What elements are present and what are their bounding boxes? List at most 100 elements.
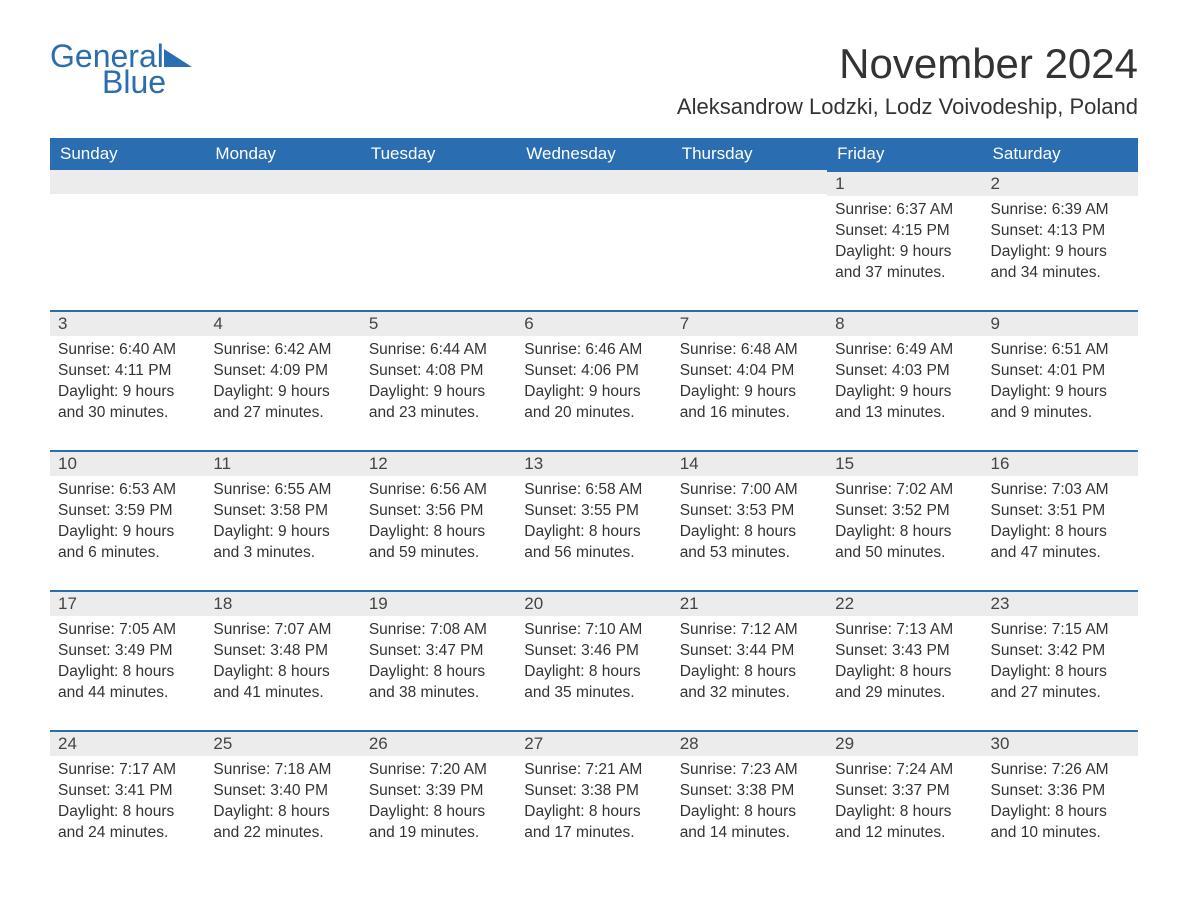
day-detail-line: Daylight: 8 hours (369, 522, 508, 543)
calendar-day-cell: 12Sunrise: 6:56 AMSunset: 3:56 PMDayligh… (361, 450, 516, 590)
calendar-day-cell: 29Sunrise: 7:24 AMSunset: 3:37 PMDayligh… (827, 730, 982, 870)
calendar-day-cell: 27Sunrise: 7:21 AMSunset: 3:38 PMDayligh… (516, 730, 671, 870)
day-detail-line: Daylight: 8 hours (524, 662, 663, 683)
day-number: 19 (361, 590, 516, 616)
day-details: Sunrise: 7:21 AMSunset: 3:38 PMDaylight:… (516, 756, 671, 854)
day-detail-line: Sunrise: 7:05 AM (58, 620, 197, 641)
day-detail-line: Sunset: 4:06 PM (524, 361, 663, 382)
day-detail-line: Sunset: 3:47 PM (369, 641, 508, 662)
day-detail-line: Daylight: 8 hours (369, 662, 508, 683)
calendar-day-cell (50, 170, 205, 310)
day-detail-line: Sunset: 3:59 PM (58, 501, 197, 522)
day-number: 27 (516, 730, 671, 756)
calendar-day-cell: 1Sunrise: 6:37 AMSunset: 4:15 PMDaylight… (827, 170, 982, 310)
day-details: Sunrise: 6:51 AMSunset: 4:01 PMDaylight:… (983, 336, 1138, 434)
day-number: 13 (516, 450, 671, 476)
day-detail-line: Sunset: 3:44 PM (680, 641, 819, 662)
day-detail-line: and 53 minutes. (680, 543, 819, 564)
day-detail-line: Sunset: 3:36 PM (991, 781, 1130, 802)
day-number: 10 (50, 450, 205, 476)
day-detail-line: Daylight: 8 hours (369, 802, 508, 823)
weekday-header: Saturday (983, 138, 1138, 170)
day-detail-line: Sunrise: 6:58 AM (524, 480, 663, 501)
day-detail-line: Sunset: 3:38 PM (680, 781, 819, 802)
day-details: Sunrise: 7:17 AMSunset: 3:41 PMDaylight:… (50, 756, 205, 854)
day-number: 25 (205, 730, 360, 756)
weekday-header-row: Sunday Monday Tuesday Wednesday Thursday… (50, 138, 1138, 170)
day-detail-line: Sunset: 3:56 PM (369, 501, 508, 522)
empty-day-bar (361, 170, 516, 194)
calendar-day-cell: 5Sunrise: 6:44 AMSunset: 4:08 PMDaylight… (361, 310, 516, 450)
empty-day-bar (50, 170, 205, 194)
calendar-week-row: 24Sunrise: 7:17 AMSunset: 3:41 PMDayligh… (50, 730, 1138, 870)
calendar-day-cell: 21Sunrise: 7:12 AMSunset: 3:44 PMDayligh… (672, 590, 827, 730)
day-number: 21 (672, 590, 827, 616)
day-number: 16 (983, 450, 1138, 476)
calendar-day-cell: 30Sunrise: 7:26 AMSunset: 3:36 PMDayligh… (983, 730, 1138, 870)
page-header: General Blue November 2024 Aleksandrow L… (50, 40, 1138, 120)
day-details: Sunrise: 6:49 AMSunset: 4:03 PMDaylight:… (827, 336, 982, 434)
day-number: 5 (361, 310, 516, 336)
day-detail-line: Sunrise: 7:03 AM (991, 480, 1130, 501)
day-detail-line: Sunrise: 7:10 AM (524, 620, 663, 641)
day-detail-line: Sunrise: 7:08 AM (369, 620, 508, 641)
day-detail-line: Daylight: 8 hours (213, 662, 352, 683)
day-number: 7 (672, 310, 827, 336)
calendar-table: Sunday Monday Tuesday Wednesday Thursday… (50, 138, 1138, 870)
day-detail-line: Daylight: 8 hours (680, 802, 819, 823)
day-detail-line: and 17 minutes. (524, 823, 663, 844)
day-detail-line: Daylight: 9 hours (58, 382, 197, 403)
day-detail-line: Sunset: 3:52 PM (835, 501, 974, 522)
day-detail-line: and 37 minutes. (835, 263, 974, 284)
empty-day-bar (672, 170, 827, 194)
day-detail-line: Daylight: 9 hours (213, 382, 352, 403)
day-detail-line: Sunset: 4:03 PM (835, 361, 974, 382)
day-detail-line: Sunset: 4:08 PM (369, 361, 508, 382)
day-detail-line: and 20 minutes. (524, 403, 663, 424)
day-number: 30 (983, 730, 1138, 756)
calendar-day-cell: 11Sunrise: 6:55 AMSunset: 3:58 PMDayligh… (205, 450, 360, 590)
day-number: 24 (50, 730, 205, 756)
day-detail-line: Daylight: 8 hours (213, 802, 352, 823)
day-detail-line: Sunrise: 6:51 AM (991, 340, 1130, 361)
calendar-day-cell: 10Sunrise: 6:53 AMSunset: 3:59 PMDayligh… (50, 450, 205, 590)
calendar-day-cell: 13Sunrise: 6:58 AMSunset: 3:55 PMDayligh… (516, 450, 671, 590)
day-detail-line: and 32 minutes. (680, 683, 819, 704)
day-detail-line: and 14 minutes. (680, 823, 819, 844)
day-detail-line: Sunrise: 6:55 AM (213, 480, 352, 501)
day-details: Sunrise: 7:00 AMSunset: 3:53 PMDaylight:… (672, 476, 827, 574)
day-details: Sunrise: 6:42 AMSunset: 4:09 PMDaylight:… (205, 336, 360, 434)
weekday-header: Sunday (50, 138, 205, 170)
day-details: Sunrise: 7:02 AMSunset: 3:52 PMDaylight:… (827, 476, 982, 574)
day-detail-line: Daylight: 9 hours (58, 522, 197, 543)
day-number: 14 (672, 450, 827, 476)
day-detail-line: and 44 minutes. (58, 683, 197, 704)
day-number: 26 (361, 730, 516, 756)
day-detail-line: Sunrise: 7:15 AM (991, 620, 1130, 641)
calendar-day-cell: 9Sunrise: 6:51 AMSunset: 4:01 PMDaylight… (983, 310, 1138, 450)
day-number: 15 (827, 450, 982, 476)
calendar-day-cell (516, 170, 671, 310)
calendar-day-cell: 2Sunrise: 6:39 AMSunset: 4:13 PMDaylight… (983, 170, 1138, 310)
day-detail-line: and 47 minutes. (991, 543, 1130, 564)
day-detail-line: Daylight: 8 hours (680, 522, 819, 543)
day-details: Sunrise: 7:13 AMSunset: 3:43 PMDaylight:… (827, 616, 982, 714)
day-detail-line: Daylight: 8 hours (524, 522, 663, 543)
calendar-day-cell (672, 170, 827, 310)
day-number: 4 (205, 310, 360, 336)
weekday-header: Monday (205, 138, 360, 170)
day-number: 9 (983, 310, 1138, 336)
day-detail-line: Daylight: 8 hours (524, 802, 663, 823)
day-number: 29 (827, 730, 982, 756)
day-number: 18 (205, 590, 360, 616)
calendar-day-cell: 22Sunrise: 7:13 AMSunset: 3:43 PMDayligh… (827, 590, 982, 730)
day-detail-line: Sunset: 3:43 PM (835, 641, 974, 662)
day-detail-line: and 50 minutes. (835, 543, 974, 564)
empty-day-bar (205, 170, 360, 194)
day-detail-line: Sunrise: 6:49 AM (835, 340, 974, 361)
calendar-week-row: 17Sunrise: 7:05 AMSunset: 3:49 PMDayligh… (50, 590, 1138, 730)
calendar-day-cell: 18Sunrise: 7:07 AMSunset: 3:48 PMDayligh… (205, 590, 360, 730)
logo-triangle-icon (164, 40, 192, 72)
day-detail-line: Sunrise: 7:07 AM (213, 620, 352, 641)
day-detail-line: Sunrise: 6:44 AM (369, 340, 508, 361)
